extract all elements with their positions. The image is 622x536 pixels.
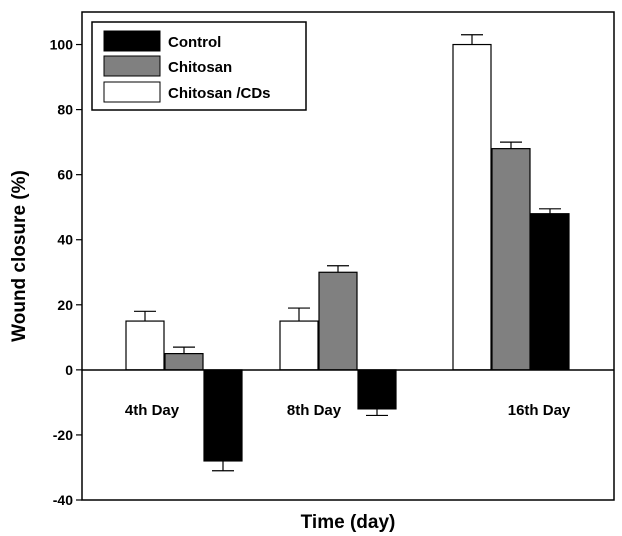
bar-control-4th-day xyxy=(203,369,243,462)
y-tick-label-0: 0 xyxy=(65,362,73,378)
bar-chitosan-16th-day xyxy=(491,148,531,371)
y-tick-label-20: 20 xyxy=(57,297,73,313)
y-tick-label-80: 80 xyxy=(57,102,73,118)
legend: Control Chitosan Chitosan /CDs xyxy=(91,21,307,111)
error-bars-layer xyxy=(134,34,561,472)
y-tick-label-60: 60 xyxy=(57,167,73,183)
legend-swatch-chitosan xyxy=(103,55,161,77)
y-axis-ticks: -40 -20 0 20 40 60 80 100 xyxy=(50,37,82,508)
category-label-4th-day: 4th Day xyxy=(125,402,180,419)
bar-chitosan-cds-8th-day xyxy=(279,320,319,371)
bar-control-16th-day xyxy=(530,213,570,371)
y-tick-label-40: 40 xyxy=(57,232,73,248)
y-tick-label-20: -20 xyxy=(53,427,73,443)
category-label-8th-day: 8th Day xyxy=(287,402,342,419)
bar-chitosan-cds-16th-day xyxy=(452,43,492,371)
y-axis-title: Wound closure (%) xyxy=(9,170,30,342)
y-tick-label-40: -40 xyxy=(53,492,73,508)
bar-chitosan-8th-day xyxy=(318,271,358,371)
x-axis-title: Time (day) xyxy=(301,512,396,533)
plot-frame xyxy=(81,11,615,501)
bar-control-8th-day xyxy=(357,369,397,410)
legend-swatch-chitosan-cds xyxy=(103,81,161,103)
y-tick-label-100: 100 xyxy=(50,37,74,53)
legend-label-control: Control xyxy=(168,34,221,51)
category-labels: 4th Day 8th Day 16th Day xyxy=(125,402,571,419)
bar-chitosan-4th-day xyxy=(164,353,204,371)
bar-chitosan-cds-4th-day xyxy=(125,320,165,371)
category-label-16th-day: 16th Day xyxy=(508,402,571,419)
legend-label-chitosan: Chitosan xyxy=(168,59,232,76)
legend-label-chitosan-cds: Chitosan /CDs xyxy=(168,85,271,102)
legend-swatch-control xyxy=(103,30,161,52)
